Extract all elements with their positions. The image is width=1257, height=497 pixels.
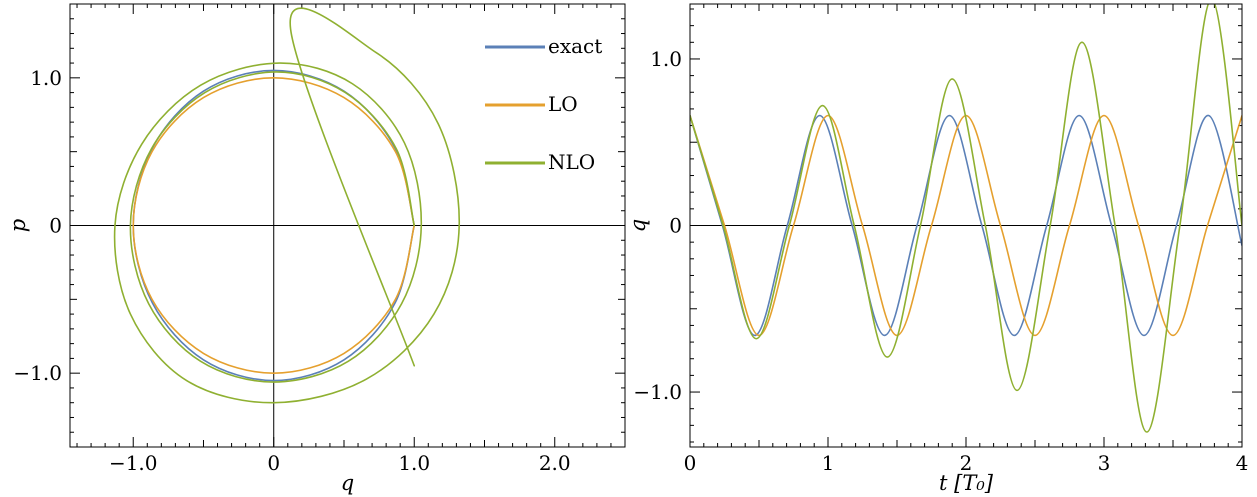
- x-tick-label: 0: [267, 451, 280, 475]
- x-tick-label: 2.0: [539, 451, 571, 475]
- x-tick-label: 0: [684, 451, 697, 475]
- x-tick-label: 4: [1236, 451, 1249, 475]
- time-series-panel: 0 1 2 3 4 −1.0 0 1.0 t [T₀] q: [626, 3, 1249, 495]
- x-tick-label: 1: [822, 451, 835, 475]
- plot-frame: [69, 3, 626, 448]
- series-line-nlo: [113, 7, 461, 404]
- legend-label-nlo: NLO: [548, 150, 595, 174]
- x-tick-label: 3: [1098, 451, 1111, 475]
- y-axis-label: p: [6, 219, 30, 232]
- plot-frame: [689, 3, 1243, 448]
- y-tick-label: 0: [669, 214, 682, 238]
- series-line-3: [690, 4, 1242, 433]
- legend-label-lo: LO: [548, 92, 578, 116]
- x-tick-label: 2: [960, 451, 973, 475]
- phase-space-panel: −1.0 0 1.0 2.0 −1.0 0 1.0 q p exact LO NLO: [6, 3, 626, 495]
- x-tick-label: 1.0: [398, 451, 430, 475]
- y-tick-label: −1.0: [633, 380, 682, 404]
- x-axis-label: t [T₀]: [939, 471, 994, 495]
- y-tick-label: 0: [49, 214, 62, 238]
- y-tick-label: 1.0: [650, 47, 682, 71]
- y-tick-label: −1.0: [13, 361, 62, 385]
- legend-label-exact: exact: [548, 34, 602, 58]
- y-tick-label: 1.0: [30, 66, 62, 90]
- x-tick-label: −1.0: [109, 451, 158, 475]
- series-line-1: [690, 114, 1242, 337]
- series-line-lo: [132, 77, 416, 374]
- x-axis-label: q: [341, 471, 354, 495]
- y-axis-label: q: [626, 219, 650, 232]
